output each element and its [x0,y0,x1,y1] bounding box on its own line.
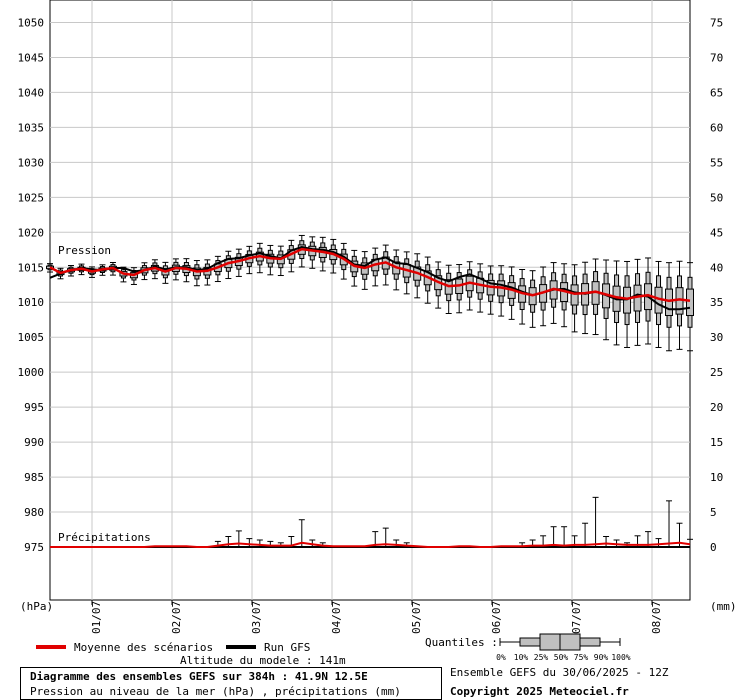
y-axis-right-labels: 0 5 10 15 20 25 30 35 40 45 50 55 60 65 70 75 [710,17,723,555]
y-right-tick-label: 70 [710,51,723,64]
legend-run-label: Run GFS [264,641,310,654]
y-left-tick-label: 1015 [18,261,45,274]
quantiles-label: Quantiles : [425,636,498,649]
pressure-series-label: Pression [58,244,111,257]
quantile-mark-labels: 0% 10% 25% 50% 75% 90% 100% [496,653,631,662]
box-25-75 [686,288,694,317]
y-axis-left-labels: 975 980 985 990 995 1000 1005 1010 1015 1020 1025 1… [18,17,45,555]
pressure-box [686,262,694,352]
box-25-75 [665,288,674,317]
quantile-mark-label: 0% [496,653,506,662]
quantile-mark-label: 75% [574,653,589,662]
ensemble-run-info: Ensemble GEFS du 30/06/2025 - 12Z [450,666,669,679]
x-date-label: 02/07 [170,601,183,634]
footer-title: Diagramme des ensembles GEFS sur 384h : … [30,670,368,683]
y-left-tick-label: 975 [24,541,44,554]
quantile-mark-label: 25% [534,653,549,662]
pressure-lines [49,245,691,311]
y-right-tick-label: 35 [710,296,723,309]
x-date-label: 01/07 [90,601,103,634]
copyright-text: Copyright 2025 Meteociel.fr [450,685,629,698]
y-right-tick-label: 75 [710,17,723,30]
y-right-tick-label: 65 [710,86,723,99]
y-left-tick-label: 990 [24,436,44,449]
y-right-tick-label: 10 [710,471,723,484]
x-date-label: 05/07 [410,601,423,634]
y-right-tick-label: 5 [710,506,717,519]
y-right-tick-label: 50 [710,191,723,204]
y-right-tick-label: 60 [710,121,723,134]
altitude-text: Altitude du modele : 141m [180,654,346,667]
y-right-tick-label: 15 [710,436,723,449]
legend-mean-label: Moyenne des scénarios [74,641,213,654]
quantile-mark-label: 90% [594,653,609,662]
y-left-tick-label: 1040 [18,86,45,99]
precip-mean-line [50,541,691,548]
y-left-tick-label: 1025 [18,191,45,204]
y-left-tick-label: 1030 [18,156,45,169]
x-date-label: 03/07 [250,601,263,634]
y-left-tick-label: 1045 [18,51,45,64]
y-left-tick-label: 1000 [18,366,45,379]
y-right-tick-label: 0 [710,541,717,554]
pressure-box [665,262,674,352]
y-right-tick-label: 55 [710,156,723,169]
quantile-mark-label: 100% [611,653,630,662]
y-left-tick-label: 1050 [18,17,45,30]
y-right-tick-label: 40 [710,261,723,274]
y-right-tick-label: 45 [710,226,723,239]
precip-series-label: Précipitations [58,531,151,544]
x-date-label: 04/07 [330,601,343,634]
y-unit-left: (hPa) [20,600,53,613]
x-date-label: 08/07 [650,601,663,634]
x-date-label: 07/07 [570,601,583,634]
y-left-tick-label: 995 [24,401,44,414]
y-left-tick-label: 1010 [18,296,45,309]
precipitation-series [50,496,693,548]
x-date-label: 06/07 [490,601,503,634]
quantile-mark-label: 10% [514,653,529,662]
y-right-tick-label: 25 [710,366,723,379]
y-left-tick-label: 985 [24,471,44,484]
y-right-tick-label: 20 [710,401,723,414]
ensemble-mean-line [49,247,691,303]
x-axis-date-labels: 01/07 02/07 03/07 04/07 05/07 06/07 07/07 08/07 [90,601,663,634]
y-unit-right: (mm) [710,600,737,613]
y-left-tick-label: 1035 [18,121,45,134]
footer-subtitle: Pression au niveau de la mer (hPa) , pré… [30,685,401,698]
y-left-tick-label: 1020 [18,226,45,239]
y-left-tick-label: 980 [24,506,44,519]
quantile-mark-label: 50% [554,653,569,662]
quantile-legend-box [499,633,621,651]
y-left-tick-label: 1005 [18,331,45,344]
y-right-tick-label: 30 [710,331,723,344]
